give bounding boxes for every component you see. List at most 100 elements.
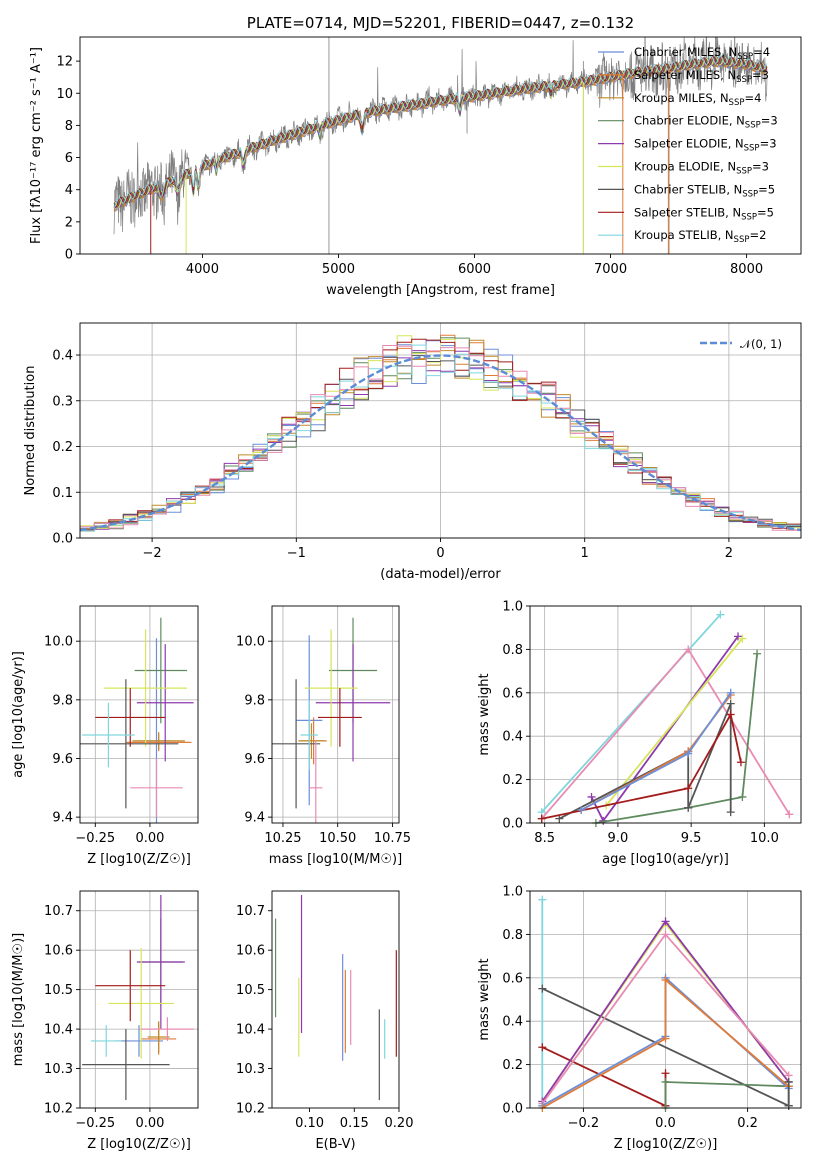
y-tick-label: 0.2	[52, 440, 73, 455]
x-tick-label: 5000	[322, 262, 355, 277]
weight-line	[605, 637, 744, 807]
mass-weight-vs-age-panel: 8.5 9.0 9.5 10.0 0.0 0.2 0.4 0.6 0.8 1.0 age [log1…	[477, 600, 802, 867]
chart-title: PLATE=0714, MJD=52201, FIBERID=0447, z=0…	[247, 14, 634, 32]
x-tick-label: 6000	[458, 262, 491, 277]
weight-marker	[785, 810, 794, 819]
weight-marker	[753, 649, 762, 658]
x-tick-label: −0.25	[75, 831, 115, 846]
x-tick-label: 2	[725, 546, 733, 561]
y-tick-label: 4	[65, 183, 73, 198]
x-axis-label: age [log10(age/yr)]	[602, 852, 729, 867]
y-tick-label: 0.8	[502, 643, 523, 658]
weight-marker	[684, 803, 693, 812]
y-axis-label: mass [log10(M/M☉)]	[11, 933, 26, 1066]
weight-marker	[738, 792, 747, 801]
legend-entry: Kroupa ELODIE, NSSP=3	[634, 160, 769, 177]
y-tick-label: 10.0	[44, 635, 73, 650]
x-tick-label: 10.25	[264, 831, 301, 846]
histogram-step	[80, 345, 801, 531]
model-spectrum-line	[113, 54, 768, 209]
plot-frame	[271, 605, 400, 824]
y-tick-label: 12	[56, 55, 73, 70]
weight-line	[541, 987, 790, 1107]
weight-marker	[538, 984, 547, 993]
y-tick-label: 10.7	[44, 904, 73, 919]
weight-line	[580, 692, 732, 811]
y-tick-label: 0.0	[502, 1102, 523, 1117]
y-tick-label: 2	[65, 215, 73, 230]
x-axis-label: Z [log10(Z/Z☉)]	[614, 1137, 718, 1152]
plot-frame	[529, 890, 802, 1109]
weight-marker	[555, 814, 564, 823]
y-tick-label: 0.8	[502, 928, 523, 943]
y-tick-label: 9.6	[52, 752, 73, 767]
mass-vs-ebv-panel: 0.10 0.15 0.20 10.2 10.3 10.4 10.5 10.6 10.7 E(B-…	[236, 890, 413, 1152]
y-axis-label: mass weight	[477, 673, 492, 755]
x-tick-label: 10.75	[374, 831, 411, 846]
x-tick-label: 0.10	[295, 1116, 324, 1131]
x-axis-label: Z [log10(Z/Z☉)]	[87, 852, 191, 867]
y-tick-label: 10.2	[44, 1102, 73, 1117]
weight-marker	[726, 688, 735, 697]
plot-frame	[79, 322, 802, 539]
y-tick-label: 0	[65, 248, 73, 263]
y-tick-label: 10.4	[44, 1023, 73, 1038]
weight-marker	[577, 805, 586, 814]
y-tick-label: 10.4	[236, 1023, 265, 1038]
weight-marker	[726, 699, 735, 708]
normal-curve	[79, 354, 802, 532]
x-tick-label: 0.0	[655, 1116, 676, 1131]
y-tick-label: 0.2	[502, 773, 523, 788]
y-tick-label: 9.8	[244, 693, 265, 708]
x-tick-label: 0.00	[135, 1116, 164, 1131]
plot-frame	[79, 605, 199, 824]
residuals-panel: −2 −1 0 1 2 0.0 0.1 0.2 0.3 0.4 (data-model)/error…	[23, 322, 802, 582]
weight-marker	[661, 1069, 670, 1078]
y-tick-label: 1.0	[502, 885, 523, 900]
y-tick-label: 0.1	[52, 486, 73, 501]
weight-line	[541, 978, 790, 1109]
x-tick-label: −2	[143, 546, 162, 561]
weight-marker	[661, 1034, 670, 1043]
weight-line	[541, 712, 742, 820]
y-tick-label: 0.4	[502, 1015, 523, 1030]
y-tick-label: 10.2	[236, 1102, 265, 1117]
plot-frame	[271, 890, 400, 1109]
x-tick-label: 0.2	[737, 1116, 758, 1131]
x-tick-label: 1	[581, 546, 589, 561]
legend-entry: Salpeter ELODIE, NSSP=3	[634, 137, 777, 154]
y-tick-label: 1.0	[502, 600, 523, 615]
y-tick-label: 0.6	[502, 971, 523, 986]
weight-marker	[538, 1043, 547, 1052]
histogram-step	[80, 344, 801, 532]
mass-vs-Z-panel: −0.25 0.00 10.2 10.3 10.4 10.5 10.6 10.7 Z [log1…	[11, 890, 199, 1152]
y-tick-label: 9.6	[244, 752, 265, 767]
legend-entry: Chabrier MILES, NSSP=4	[634, 45, 770, 62]
weight-marker	[661, 1077, 670, 1086]
x-axis-label: mass [log10(M/M☉)]	[269, 852, 402, 867]
spectrum-panel: 4000 5000 6000 7000 8000 0 2 4 6 8 10 12 wavelength …	[29, 14, 802, 298]
x-tick-label: 4000	[186, 262, 219, 277]
y-tick-label: 10.7	[236, 904, 265, 919]
weight-marker	[684, 749, 693, 758]
weight-marker	[726, 710, 735, 719]
y-tick-label: 9.8	[52, 693, 73, 708]
x-axis-label: wavelength [Angstrom, rest frame]	[326, 283, 555, 298]
x-tick-label: 7000	[594, 262, 627, 277]
y-tick-label: 10.3	[44, 1062, 73, 1077]
weight-marker	[587, 792, 596, 801]
plot-frame	[79, 890, 199, 1109]
x-tick-label: −0.25	[75, 1116, 115, 1131]
x-tick-label: 0.00	[135, 831, 164, 846]
x-tick-label: 0	[436, 546, 444, 561]
y-tick-label: 0.0	[52, 532, 73, 547]
weight-marker	[661, 917, 670, 926]
y-tick-label: 10.6	[44, 944, 73, 959]
x-tick-label: 0.15	[340, 1116, 369, 1131]
weight-marker	[538, 895, 547, 904]
weight-marker	[716, 610, 725, 619]
age-vs-mass-panel: 10.25 10.50 10.75 9.4 9.6 9.8 10.0 mass [log10(…	[236, 605, 411, 867]
y-axis-label: Normed distribution	[23, 366, 38, 496]
plot-frame	[529, 605, 802, 824]
